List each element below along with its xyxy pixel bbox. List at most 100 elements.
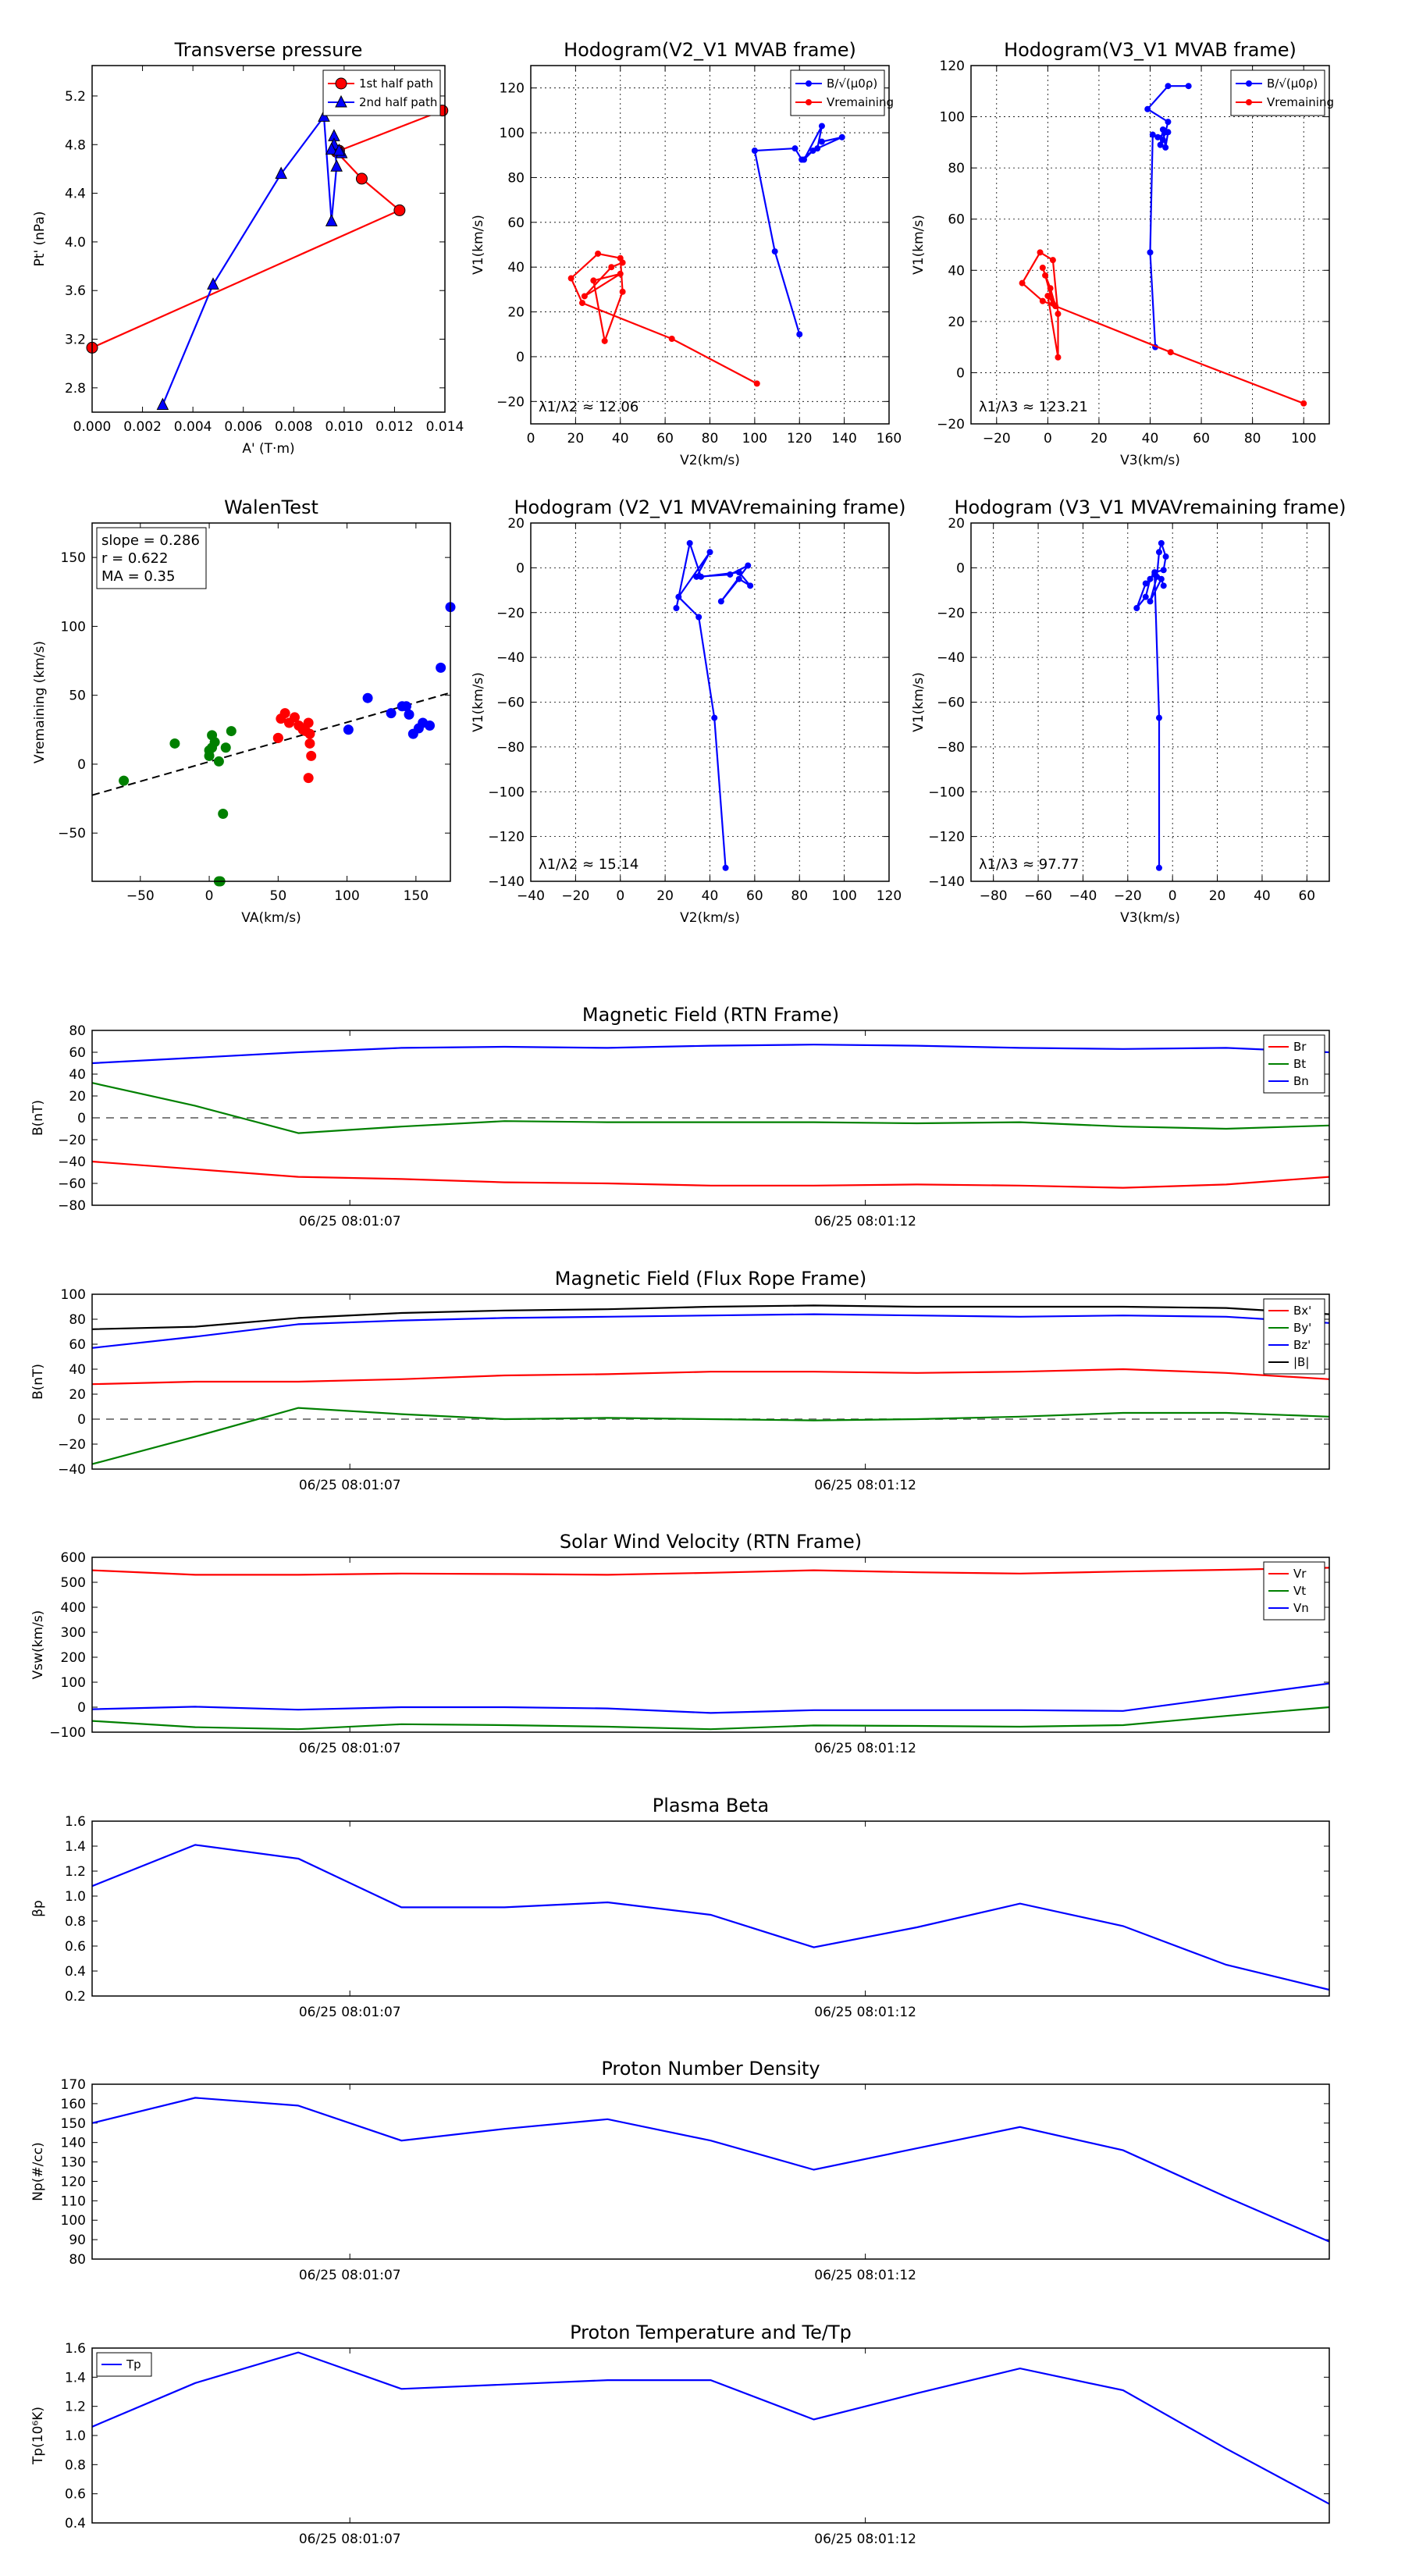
x-tick-label: 06/25 08:01:12 [814,2532,916,2547]
data-point [675,593,682,600]
data-point [1162,129,1169,136]
chart-title: Proton Temperature and Te/Tp [570,2322,852,2343]
data-point [1047,285,1054,292]
y-tick-label: 100 [61,1287,86,1303]
legend-label: Br [1293,1040,1307,1054]
data-point [169,738,180,749]
x-tick-label: −80 [980,888,1008,904]
y-tick-label: 0 [77,1412,86,1428]
x-tick-label: 06/25 08:01:12 [814,2268,916,2283]
chart-title: WalenTest [224,496,318,518]
legend-marker [806,99,812,105]
y-tick-label: 1.0 [65,2428,86,2444]
data-point [1300,400,1307,407]
data-point [818,138,825,145]
chart-title: Solar Wind Velocity (RTN Frame) [560,1531,862,1553]
data-point [1049,300,1056,307]
x-tick-label: 100 [831,888,856,904]
y-tick-label: −20 [937,417,965,432]
axes-frame [91,2347,1330,2524]
y-tick-label: 1.6 [65,2341,86,2357]
x-tick-label: 0 [1168,888,1177,904]
series-line [570,252,758,385]
x-tick-label: 0 [1044,431,1052,447]
y-tick-label: 500 [61,1575,86,1591]
data-point [1158,539,1165,546]
x-tick-label: 0 [205,888,214,904]
data-point [1165,119,1172,126]
data-point [1155,864,1162,871]
chart-vsw: Solar Wind Velocity (RTN Frame) −100 0 100 2… [30,1531,1330,1756]
y-tick-label: 300 [61,1625,86,1641]
data-point [735,569,742,576]
data-point [695,614,702,621]
x-tick-label: 80 [1244,431,1261,447]
data-point [425,720,436,731]
chart-title: Hodogram (V3_V1 MVAVremaining frame) [954,496,1346,518]
y-axis-label: V1(km/s) [911,672,927,732]
y-tick-label: −140 [488,874,525,890]
y-tick-label: 0.8 [65,2457,86,2473]
y-axis-label: B(nT) [30,1364,46,1400]
y-tick-label: 600 [61,1550,86,1566]
legend-marker [335,77,347,90]
chart-title: Magnetic Field (RTN Frame) [582,1004,839,1026]
y-tick-label: 0.8 [65,1914,86,1930]
y-tick-label: −100 [488,785,525,800]
x-tick-label: 80 [791,888,808,904]
y-tick-label: 130 [61,2155,86,2171]
data-point [796,331,803,338]
data-point [1144,105,1151,112]
data-point [1147,575,1154,582]
y-tick-label: 60 [948,212,965,228]
chart-title: Hodogram (V2_V1 MVAVremaining frame) [514,496,905,518]
chart-title: Plasma Beta [653,1795,769,1816]
y-tick-label: 40 [69,1362,86,1378]
y-tick-label: 120 [940,59,965,74]
data-point [717,598,724,605]
y-tick-label: −20 [937,606,965,621]
chart-tpr: Proton Temperature and Te/Tp 0.4 0.6 0.8 1.0… [30,2322,1330,2547]
y-tick-label: 100 [61,1675,86,1691]
data-point [1147,598,1154,605]
y-tick-label: 4.0 [65,235,86,251]
data-point [355,173,368,185]
axes-frame [91,65,446,413]
y-tick-label: 120 [61,2174,86,2190]
data-point [275,166,287,180]
data-point [673,605,680,612]
data-point [1147,249,1154,256]
data-point [304,728,315,739]
x-tick-label: 0.002 [123,419,162,435]
legend-label: Vremaining [827,95,894,109]
y-tick-label: 400 [61,1600,86,1616]
y-tick-label: 60 [69,1337,86,1353]
x-tick-label: 06/25 08:01:07 [299,1214,401,1229]
y-tick-label: 20 [69,1387,86,1403]
data-point [1142,593,1149,600]
data-point [362,692,373,703]
chart-title: Transverse pressure [174,39,363,61]
y-tick-label: 40 [507,260,525,276]
y-tick-label: 60 [507,215,525,231]
y-tick-label: −20 [58,1133,86,1148]
data-point [722,864,729,871]
data-point [279,708,290,719]
y-axis-label: Vremaining (km/s) [32,641,48,763]
data-point [1149,131,1156,138]
y-tick-label: 4.4 [65,187,86,202]
data-point [1037,249,1044,256]
stats-text: MA = 0.35 [101,568,175,585]
legend-label: By' [1293,1321,1311,1335]
eigen-ratio-annotation: λ1/λ3 ≈ 123.21 [979,399,1088,415]
axes-frame [91,1557,1330,1733]
data-point [401,701,412,712]
x-tick-label: 06/25 08:01:12 [814,1214,916,1229]
chart-walen: WalenTest −50 0 50 100 150 −50 0 50 100 150 VA(km/s… [32,496,456,926]
series-line-By' [91,1407,1330,1465]
x-tick-label: 60 [1193,431,1210,447]
y-tick-label: 0 [77,1700,86,1716]
data-point [1154,133,1161,141]
series-line [753,125,843,335]
data-point [1162,144,1169,151]
